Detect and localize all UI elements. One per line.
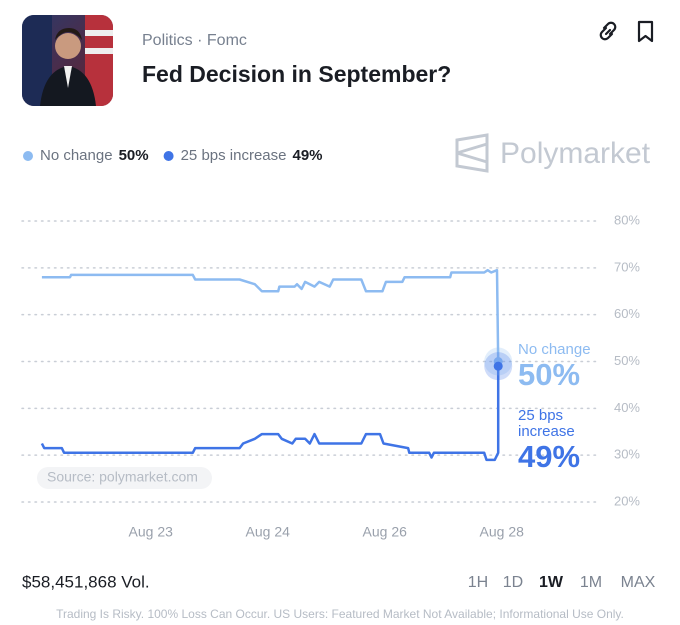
end-label: No change	[518, 342, 591, 358]
range-button[interactable]: 1W	[539, 574, 564, 591]
series-line	[40, 366, 500, 462]
end-dot	[493, 361, 503, 371]
watermark-text: Polymarket	[500, 137, 651, 170]
range-button[interactable]: MAX	[621, 574, 656, 591]
y-tick-label: 20%	[614, 493, 640, 508]
x-tick-label: Aug 26	[363, 524, 408, 540]
category[interactable]: Politics · Fomc	[142, 32, 247, 49]
range-button[interactable]: 1M	[580, 574, 602, 591]
y-tick-label: 40%	[614, 400, 640, 415]
legend-dot	[23, 151, 33, 161]
x-tick-label: Aug 28	[480, 524, 525, 540]
range-button[interactable]: 1D	[503, 574, 523, 591]
market-title: Fed Decision in September?	[142, 61, 451, 87]
end-annotation-box: 25 bps increase 49%	[518, 408, 608, 474]
end-annotation-box: No change 50%	[518, 342, 608, 392]
x-tick-label: Aug 24	[246, 524, 291, 540]
source-badge	[37, 467, 212, 489]
source: Source: polymarket.com	[47, 469, 198, 485]
y-tick-label: 50%	[614, 353, 640, 368]
range-button[interactable]: 1H	[468, 574, 488, 591]
watermark	[455, 133, 489, 173]
legend-value: 49%	[293, 147, 323, 164]
y-tick-label: 80%	[614, 212, 640, 227]
end-value: 49%	[518, 439, 581, 474]
end-label: 25 bps increase	[518, 408, 575, 440]
legend-value: 50%	[119, 147, 149, 164]
end-value: 50%	[518, 357, 581, 392]
y-tick-label: 30%	[614, 447, 640, 462]
x-tick-label: Aug 23	[129, 524, 174, 540]
link-icon[interactable]	[599, 21, 617, 41]
y-tick-label: 70%	[614, 259, 640, 274]
legend-dot	[163, 151, 174, 161]
disclaimer: Trading Is Risky. 100% Loss Can Occur. U…	[56, 607, 624, 621]
bookmark-icon[interactable]	[637, 20, 654, 43]
volume: $58,451,868 Vol.	[22, 572, 150, 591]
legend-name: No change	[40, 147, 113, 164]
series-line	[41, 268, 500, 362]
market-image	[22, 15, 113, 106]
y-tick-label: 60%	[614, 306, 640, 321]
legend-name: 25 bps increase	[181, 147, 287, 164]
